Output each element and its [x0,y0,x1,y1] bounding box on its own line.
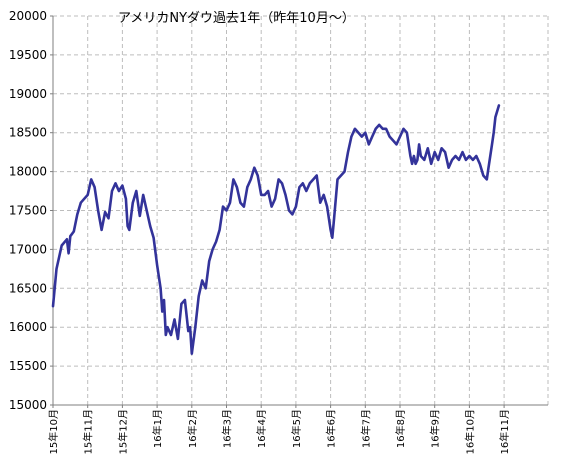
y-tick-label: 19000 [9,87,47,101]
y-tick-label: 15000 [9,398,47,412]
x-tick-label: 15年12月 [116,409,129,454]
x-tick-label: 16年10月 [463,409,476,454]
x-tick-labels: 15年10月 15年11月 15年12月 16年1月 16年2月 16年3月 16年4月 16… [47,409,511,454]
x-tick-label: 16年5月 [290,409,303,448]
chart-title: アメリカNYダウ過去1年（昨年10月～） [118,11,355,26]
y-tick-label: 17000 [9,242,47,256]
x-tick-label: 16年4月 [255,409,268,448]
y-tick-label: 16500 [9,281,47,295]
y-tick-label: 19500 [9,48,47,62]
x-tick-label: 16年11月 [498,409,511,454]
x-tick-label: 16年6月 [325,409,338,448]
x-tick-label: 16年1月 [151,409,164,448]
series-line [51,104,501,355]
y-tick-label: 17500 [9,204,47,218]
x-tick-label: 15年11月 [82,409,95,454]
x-tick-label: 16年2月 [186,409,199,448]
y-tick-label: 15500 [9,359,47,373]
x-tick-label: 16年9月 [429,409,442,448]
y-tick-label: 20000 [9,9,47,23]
y-tick-label: 18500 [9,126,47,140]
grid [53,15,549,405]
y-tick-label: 18000 [9,165,47,179]
axes [50,15,548,408]
x-tick-label: 16年3月 [221,409,234,448]
x-tick-label: 16年8月 [394,409,407,448]
x-tick-label: 15年10月 [47,409,60,454]
y-tick-label: 16000 [9,320,47,334]
x-tick-label: 16年7月 [359,409,372,448]
y-tick-labels: 15000 15500 16000 16500 17000 17500 18000 18500… [9,9,47,412]
